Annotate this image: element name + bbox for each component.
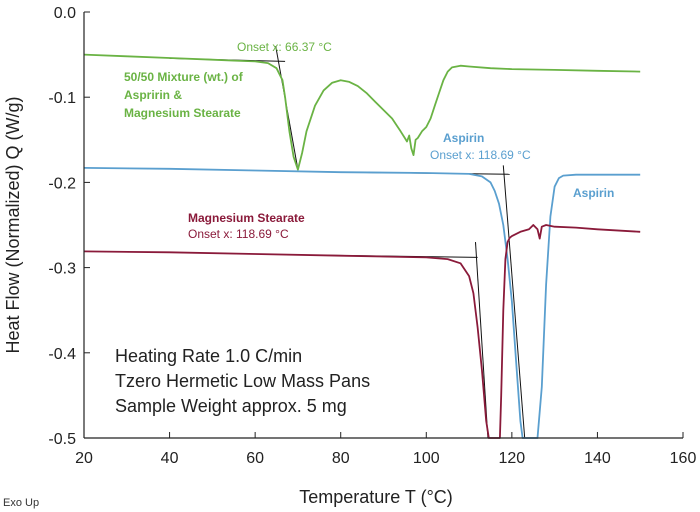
stearate-onset-tangent [474,242,489,439]
x-axis-title: Temperature T (°C) [299,487,453,507]
y-tick-label: -0.4 [48,346,76,363]
stearate-onset-label: Onset x: 118.69 °C [188,227,289,241]
mixture-curve [83,53,641,171]
y-tick-label: -0.2 [48,175,76,192]
mixture-onset-label: Onset x: 66.37 °C [237,40,332,54]
y-axis-ticks: 0.0 -0.1 -0.2 -0.3 -0.4 -0.5 [48,5,90,448]
dsc-curves [83,53,641,439]
aspirin-curve [83,167,641,439]
stearate-curve [83,224,641,439]
x-tick-label: 20 [75,450,93,467]
aspirin-label: Aspirin [443,131,484,145]
aspirin-onset-tangent [502,165,526,439]
x-tick-label: 120 [499,450,526,467]
mixture-label-line-3: Magnesium Stearate [124,106,241,120]
y-tick-label: -0.5 [48,431,76,448]
y-tick-label: -0.1 [48,90,76,107]
exo-up-label: Exo Up [3,497,39,509]
mixture-label-line-2: Aspririn & [124,88,182,102]
y-tick-label: 0.0 [54,5,76,22]
aspirin-label-right: Aspirin [573,186,614,200]
x-tick-label: 160 [670,450,697,467]
x-tick-label: 80 [332,450,350,467]
x-tick-label: 40 [161,450,179,467]
x-tick-label: 100 [413,450,440,467]
mixture-label-line-1: 50/50 Mixture (wt.) of [124,70,244,84]
x-tick-label: 60 [246,450,264,467]
y-tick-label: -0.3 [48,261,76,278]
y-axis-title: Heat Flow (Normalized) Q (W/g) [3,96,23,353]
x-axis-ticks: 20 40 60 80 100 120 140 160 [75,432,696,467]
note-sample-weight: Sample Weight approx. 5 mg [115,396,347,416]
stearate-label: Magnesium Stearate [188,211,305,225]
note-pans: Tzero Hermetic Low Mass Pans [115,371,370,391]
aspirin-onset-label: Onset x: 118.69 °C [430,148,531,162]
note-heating-rate: Heating Rate 1.0 C/min [115,346,302,366]
x-tick-label: 140 [584,450,611,467]
